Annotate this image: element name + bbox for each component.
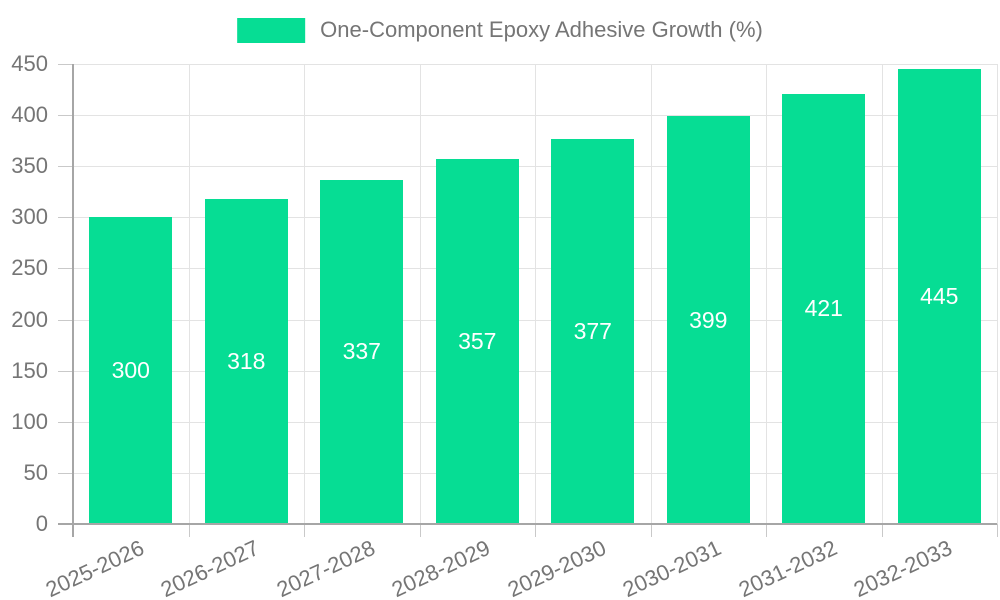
- x-category-label: 2028-2029: [387, 535, 494, 600]
- bar-2029-2030: 377: [551, 138, 635, 524]
- x-gridline: [188, 64, 190, 524]
- y-tick-label: 300: [11, 204, 48, 230]
- y-tick-label: 100: [11, 408, 48, 434]
- bar-value-label: 337: [342, 338, 381, 365]
- y-tick: [58, 319, 73, 321]
- x-axis-line: [58, 523, 997, 525]
- x-category-label: 2026-2027: [156, 535, 263, 600]
- y-tick: [58, 370, 73, 372]
- bar-value-label: 377: [573, 317, 612, 344]
- x-category-label: 2029-2030: [503, 535, 610, 600]
- y-tick-label: 350: [11, 153, 48, 179]
- y-tick: [58, 268, 73, 270]
- x-tick: [650, 524, 652, 537]
- y-tick: [58, 421, 73, 423]
- y-tick-label: 250: [11, 255, 48, 281]
- bar-2031-2032: 421: [782, 93, 866, 524]
- y-tick: [58, 472, 73, 474]
- x-tick: [997, 524, 998, 537]
- bar-2032-2033: 445: [897, 69, 981, 524]
- legend-swatch: [237, 17, 306, 43]
- y-tick: [58, 166, 73, 168]
- y-tick: [58, 217, 73, 219]
- x-tick: [881, 524, 883, 537]
- bar-value-label: 421: [804, 295, 843, 322]
- y-tick-label: 0: [35, 511, 48, 536]
- bar-value-label: 445: [920, 283, 959, 310]
- x-category-label: 2031-2032: [734, 535, 841, 600]
- bar-value-label: 318: [227, 347, 266, 374]
- x-gridline: [304, 64, 305, 524]
- bar-2027-2028: 337: [320, 179, 404, 524]
- x-gridline: [881, 64, 883, 524]
- bar-value-label: 357: [458, 328, 497, 355]
- y-tick-label: 50: [23, 459, 48, 485]
- y-tick: [58, 64, 73, 65]
- y-tick: [58, 115, 73, 117]
- y-tick-label: 450: [11, 51, 48, 76]
- bar-2026-2027: 318: [204, 198, 288, 524]
- y-axis-line: [72, 64, 74, 537]
- x-tick: [304, 524, 305, 537]
- legend-label: One-Component Epoxy Adhesive Growth (%): [320, 17, 763, 42]
- x-category-label: 2032-2033: [849, 535, 956, 600]
- x-tick: [188, 524, 190, 537]
- x-tick: [419, 524, 421, 537]
- x-category-label: 2030-2031: [618, 535, 725, 600]
- x-tick: [535, 524, 536, 537]
- bar-value-label: 300: [111, 357, 150, 384]
- y-tick-label: 150: [11, 357, 48, 383]
- x-gridline: [535, 64, 536, 524]
- x-gridline: [419, 64, 421, 524]
- y-tick-label: 400: [11, 102, 48, 128]
- legend: One-Component Epoxy Adhesive Growth (%): [237, 17, 763, 43]
- x-category-label: 2027-2028: [272, 535, 379, 600]
- bar-2025-2026: 300: [89, 217, 173, 524]
- x-gridline: [997, 64, 998, 524]
- x-category-label: 2025-2026: [41, 535, 148, 600]
- y-tick-label: 200: [11, 306, 48, 332]
- bar-value-label: 399: [689, 306, 728, 333]
- x-gridline: [766, 64, 767, 524]
- bar-2030-2031: 399: [666, 116, 750, 524]
- bar-2028-2029: 357: [435, 159, 519, 524]
- x-tick: [766, 524, 767, 537]
- x-gridline: [650, 64, 652, 524]
